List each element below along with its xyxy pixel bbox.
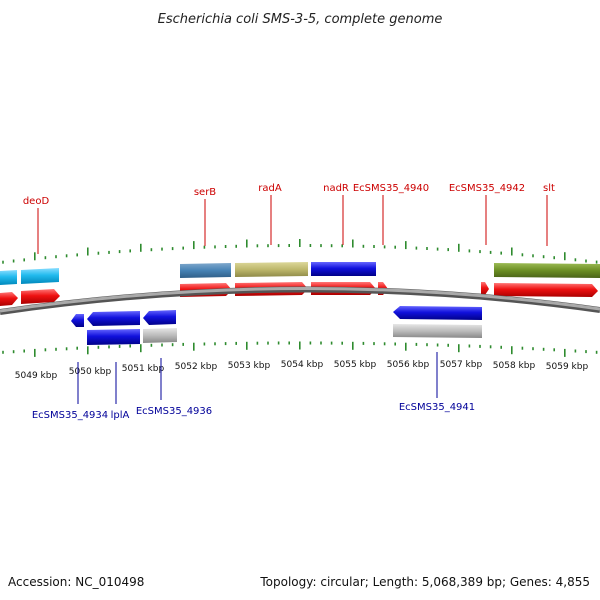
- feature-cyan-deoD: [21, 268, 59, 284]
- gene-label-EcSMS35_4941: EcSMS35_4941: [399, 402, 475, 413]
- cds-arrow-left: [0, 292, 18, 306]
- kbp-label-5049: 5049 kbp: [15, 371, 58, 381]
- kbp-label-5053: 5053 kbp: [228, 361, 271, 371]
- feature-grey-EcSMS35_4941: [393, 324, 482, 338]
- bottom-gene-labels: EcSMS35_4934 lplA EcSMS35_4936 EcSMS35_4…: [32, 352, 475, 421]
- kbp-label-5054: 5054 kbp: [281, 360, 324, 370]
- outer-tick-row: [2, 239, 598, 264]
- kbp-label-5050: 5050 kbp: [69, 367, 112, 377]
- reverse-features: [71, 306, 482, 345]
- feature-cyan-left-1: [0, 270, 17, 285]
- forward-features: [0, 262, 600, 285]
- kbp-label-5051: 5051 kbp: [122, 364, 165, 374]
- gene-label-nadR: nadR: [323, 183, 349, 194]
- gene-label-slt: slt: [543, 183, 555, 194]
- cds-arrow-EcSMS35_4942: [481, 282, 489, 295]
- gene-label-EcSMS35_4942: EcSMS35_4942: [449, 183, 525, 194]
- genome-summary-text: Topology: circular; Length: 5,068,389 bp…: [259, 575, 590, 589]
- gene-label-EcSMS35_4934: EcSMS35_4934: [32, 410, 108, 421]
- feature-blue-nadR: [311, 262, 376, 276]
- feature-khaki-radA: [235, 262, 308, 277]
- gene-label-deoD: deoD: [23, 196, 50, 207]
- kbp-label-5058: 5058 kbp: [493, 361, 536, 371]
- feature-steelblue-serB: [180, 263, 231, 278]
- feature-grey-EcSMS35_4936: [143, 328, 177, 343]
- cds-arrow-deoD: [21, 289, 60, 304]
- kbp-label-5059: 5059 kbp: [546, 362, 589, 372]
- gene-label-EcSMS35_4940: EcSMS35_4940: [353, 183, 429, 194]
- feature-blue-lplA-upper: [87, 311, 140, 326]
- kbp-scale: 5049 kbp 5050 kbp 5051 kbp 5052 kbp 5053…: [15, 360, 589, 381]
- feature-blue-EcSMS35_4941: [393, 306, 482, 320]
- gene-label-EcSMS35_4936: EcSMS35_4936: [136, 406, 212, 417]
- kbp-label-5055: 5055 kbp: [334, 360, 377, 370]
- kbp-label-5052: 5052 kbp: [175, 362, 218, 372]
- gene-label-lplA: lplA: [111, 410, 130, 421]
- inner-tick-row: [2, 341, 598, 357]
- map-title: Escherichia coli SMS-3-5, complete genom…: [158, 12, 443, 27]
- genome-backbone: [0, 286, 600, 313]
- top-gene-labels: deoD serB radA nadR EcSMS35_4940 EcSMS35…: [23, 183, 555, 254]
- gene-label-radA: radA: [258, 183, 282, 194]
- cds-arrow-slt: [494, 283, 598, 297]
- feature-blue-lplA-lower: [87, 329, 140, 345]
- kbp-label-5057: 5057 kbp: [440, 360, 483, 370]
- accession-text: Accession: NC_010498: [8, 575, 144, 589]
- feature-blue-EcSMS35_4936-upper: [143, 310, 176, 325]
- feature-olive-slt: [494, 263, 600, 278]
- feature-blue-EcSMS35_4934: [71, 314, 84, 327]
- kbp-label-5056: 5056 kbp: [387, 360, 430, 370]
- gene-label-serB: serB: [194, 187, 216, 198]
